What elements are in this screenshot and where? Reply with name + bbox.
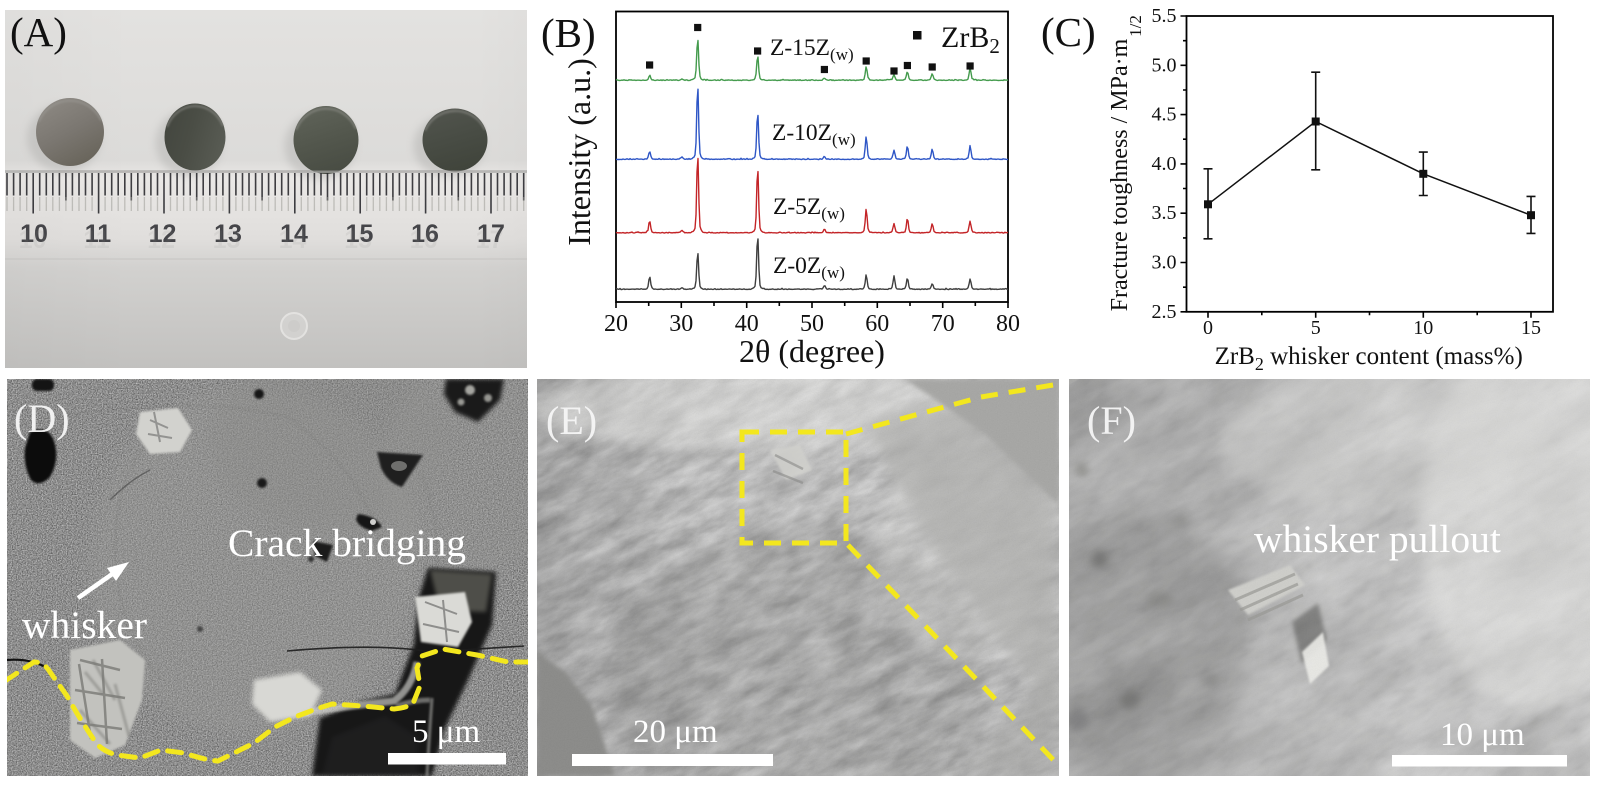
svg-text:70: 70 [931,311,955,337]
svg-text:0: 0 [1203,317,1213,339]
svg-text:(D): (D) [14,396,70,441]
svg-text:13: 13 [213,226,241,254]
svg-text:3.0: 3.0 [1152,252,1177,274]
svg-text:Crack bridging: Crack bridging [228,521,466,565]
svg-text:12: 12 [147,226,175,254]
svg-text:(C): (C) [1041,9,1096,55]
svg-text:10 μm: 10 μm [1440,717,1525,753]
svg-text:80: 80 [996,311,1020,337]
svg-text:Intensity (a.u.): Intensity (a.u.) [561,58,597,246]
svg-text:16: 16 [410,226,438,254]
svg-text:(A): (A) [10,9,67,55]
svg-text:3.5: 3.5 [1152,202,1177,224]
svg-text:20: 20 [604,311,628,337]
svg-text:13: 13 [214,220,242,248]
svg-text:whisker pullout: whisker pullout [1254,517,1501,561]
svg-text:20 μm: 20 μm [633,714,718,750]
svg-text:whisker: whisker [22,603,147,647]
svg-text:ZrB2 whisker content (mass%): ZrB2 whisker content (mass%) [1215,343,1523,374]
svg-text:Z-5Z(w): Z-5Z(w) [773,194,845,223]
svg-text:11: 11 [83,226,110,254]
svg-text:16: 16 [411,220,439,248]
svg-text:10: 10 [19,226,47,254]
svg-text:Fracture toughness / MPa·m: Fracture toughness / MPa·m [1107,38,1133,311]
svg-text:17: 17 [477,220,505,248]
svg-text:4.5: 4.5 [1152,104,1177,126]
svg-text:5.0: 5.0 [1152,54,1177,76]
svg-text:4.0: 4.0 [1152,153,1177,175]
svg-text:Z-15Z(w): Z-15Z(w) [770,35,854,64]
svg-text:5.5: 5.5 [1152,5,1177,27]
svg-text:10: 10 [1413,317,1433,339]
svg-text:30: 30 [669,311,693,337]
svg-text:11: 11 [85,220,112,248]
svg-text:5 μm: 5 μm [412,714,480,750]
svg-text:15: 15 [344,226,372,254]
svg-text:12: 12 [149,220,177,248]
svg-text:15: 15 [346,220,374,248]
svg-text:(E): (E) [546,398,597,443]
svg-text:50: 50 [800,311,824,337]
svg-text:ZrB2: ZrB2 [941,21,1000,58]
svg-text:2θ (degree): 2θ (degree) [739,333,885,369]
svg-text:10: 10 [20,220,48,248]
svg-text:14: 14 [279,226,307,254]
svg-text:15: 15 [1521,317,1541,339]
svg-text:(F): (F) [1087,398,1136,443]
svg-text:17: 17 [476,226,504,254]
svg-text:14: 14 [280,220,308,248]
svg-text:40: 40 [735,311,759,337]
svg-text:2.5: 2.5 [1152,301,1177,323]
svg-text:1/2: 1/2 [1126,15,1145,37]
svg-text:5: 5 [1311,317,1321,339]
svg-text:(B): (B) [541,10,596,56]
svg-text:60: 60 [865,311,889,337]
